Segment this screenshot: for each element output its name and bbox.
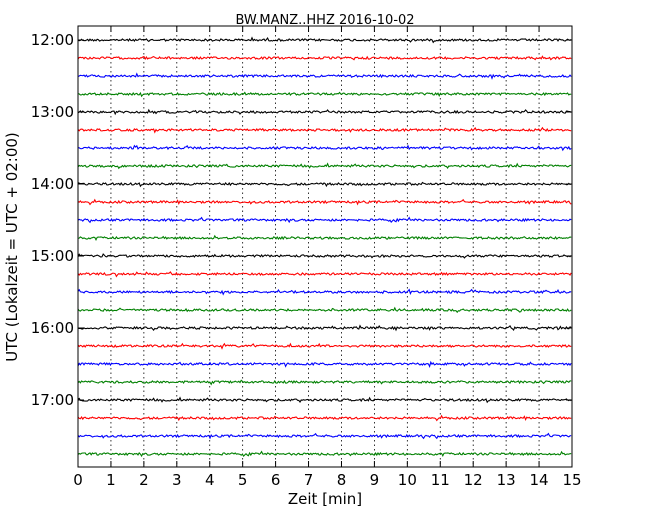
trace-1445 [77,234,572,241]
x-tick-label: 0 [73,471,83,489]
x-tick-label: 9 [370,471,380,489]
y-tick-label: 15:00 [31,247,74,265]
trace-1700 [77,396,572,404]
trace-1545 [77,306,572,314]
trace-1345 [77,162,572,170]
trace-1530 [77,288,572,296]
trace-1600 [77,324,572,332]
x-tick-label: 12 [464,471,483,489]
y-tick-label: 12:00 [31,31,74,49]
y-tick-label: 14:00 [31,175,74,193]
axes [77,25,573,468]
x-tick-label: 13 [497,471,516,489]
trace-1730 [77,432,572,440]
trace-1245 [77,91,572,98]
y-tick-label: 16:00 [31,319,74,337]
x-tick-label: 4 [205,471,215,489]
y-tick-label: 13:00 [31,103,74,121]
trace-1215 [77,55,572,61]
y-tick-label: 17:00 [31,391,74,409]
trace-1315 [77,126,572,134]
trace-1615 [77,342,572,350]
x-axis-label: Zeit [min] [288,490,362,508]
x-tick-label: 8 [337,471,347,489]
x-tick-label: 14 [530,471,549,489]
x-tick-label: 3 [172,471,182,489]
trace-1430 [77,216,572,224]
y-ticks: 12:00 13:00 14:00 15:00 16:00 17:00 [31,31,572,409]
x-ticks: 0 1 2 3 4 5 6 7 8 9 10 11 12 13 14 15 [73,26,582,489]
trace-1415 [77,198,572,206]
trace-1745 [77,450,572,458]
x-tick-label: 10 [398,471,417,489]
trace-1715 [77,414,572,422]
grid-lines [110,26,540,467]
y-axis-label: UTC (Lokalzeit = UTC + 02:00) [3,132,21,362]
x-tick-label: 6 [271,471,281,489]
chart-title: BW.MANZ..HHZ 2016-10-02 [235,13,414,28]
x-tick-label: 1 [106,471,116,489]
trace-1300 [77,108,572,116]
trace-1500 [77,253,572,259]
trace-1230 [77,72,572,80]
x-tick-label: 11 [431,471,450,489]
trace-1515 [77,271,572,278]
x-tick-label: 7 [304,471,314,489]
x-tick-label: 5 [238,471,248,489]
x-tick-label: 15 [562,471,581,489]
trace-1630 [77,360,572,368]
trace-1400 [77,181,572,188]
trace-1645 [77,379,572,386]
plot-frame [77,25,573,468]
trace-1200 [77,36,572,44]
trace-group [77,36,572,458]
trace-1330 [77,144,572,152]
x-tick-label: 2 [139,471,149,489]
